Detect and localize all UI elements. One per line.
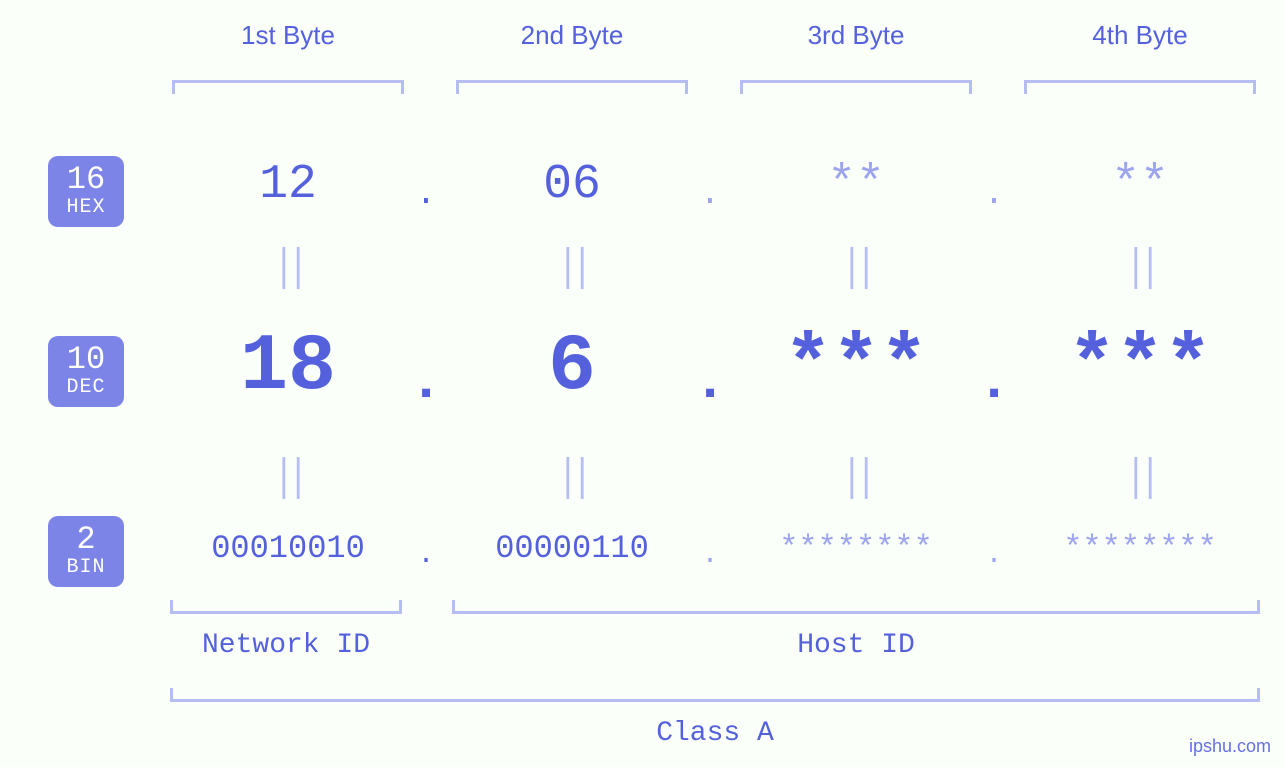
bracket-byte-2 [456,80,688,94]
bin-byte-3: ******** [736,530,976,567]
hex-byte-3: ** [736,158,976,212]
bin-byte-4: ******** [1020,530,1260,567]
byte-header-1: 1st Byte [168,20,408,51]
hex-byte-1: 12 [168,158,408,212]
label-network-id: Network ID [170,630,402,661]
bin-dot-2: . [684,540,736,571]
dec-byte-3: *** [736,322,976,413]
badge-dec-label: DEC [48,377,124,399]
badge-hex-num: 16 [48,162,124,197]
equals-icon: || [168,454,408,503]
equals-icon: || [452,454,692,503]
byte-header-3: 3rd Byte [736,20,976,51]
bin-byte-2: 00000110 [452,530,692,567]
badge-hex-label: HEX [48,197,124,219]
equals-icon: || [736,244,976,293]
hex-byte-2: 06 [452,158,692,212]
hex-dot-1: . [400,176,452,214]
bracket-byte-1 [172,80,404,94]
hex-byte-4: ** [1020,158,1260,212]
watermark: ipshu.com [1189,736,1271,757]
label-class: Class A [170,718,1260,749]
byte-header-2: 2nd Byte [452,20,692,51]
hex-dot-3: . [968,176,1020,214]
dec-byte-2: 6 [452,322,692,413]
dec-byte-1: 18 [168,322,408,413]
badge-bin-num: 2 [48,522,124,557]
bracket-host-id [452,600,1260,614]
byte-header-4: 4th Byte [1020,20,1260,51]
badge-bin-label: BIN [48,557,124,579]
equals-icon: || [452,244,692,293]
dec-dot-1: . [400,350,452,414]
bin-dot-1: . [400,540,452,571]
bin-dot-3: . [968,540,1020,571]
badge-dec: 10 DEC [48,336,124,407]
dec-byte-4: *** [1020,322,1260,413]
equals-icon: || [1020,454,1260,503]
bracket-network-id [170,600,402,614]
hex-dot-2: . [684,176,736,214]
badge-bin: 2 BIN [48,516,124,587]
dec-dot-2: . [684,350,736,414]
dec-dot-3: . [968,350,1020,414]
bin-byte-1: 00010010 [168,530,408,567]
equals-icon: || [1020,244,1260,293]
equals-icon: || [168,244,408,293]
equals-icon: || [736,454,976,503]
label-host-id: Host ID [452,630,1260,661]
bracket-class [170,688,1260,702]
bracket-byte-4 [1024,80,1256,94]
badge-hex: 16 HEX [48,156,124,227]
badge-dec-num: 10 [48,342,124,377]
bracket-byte-3 [740,80,972,94]
